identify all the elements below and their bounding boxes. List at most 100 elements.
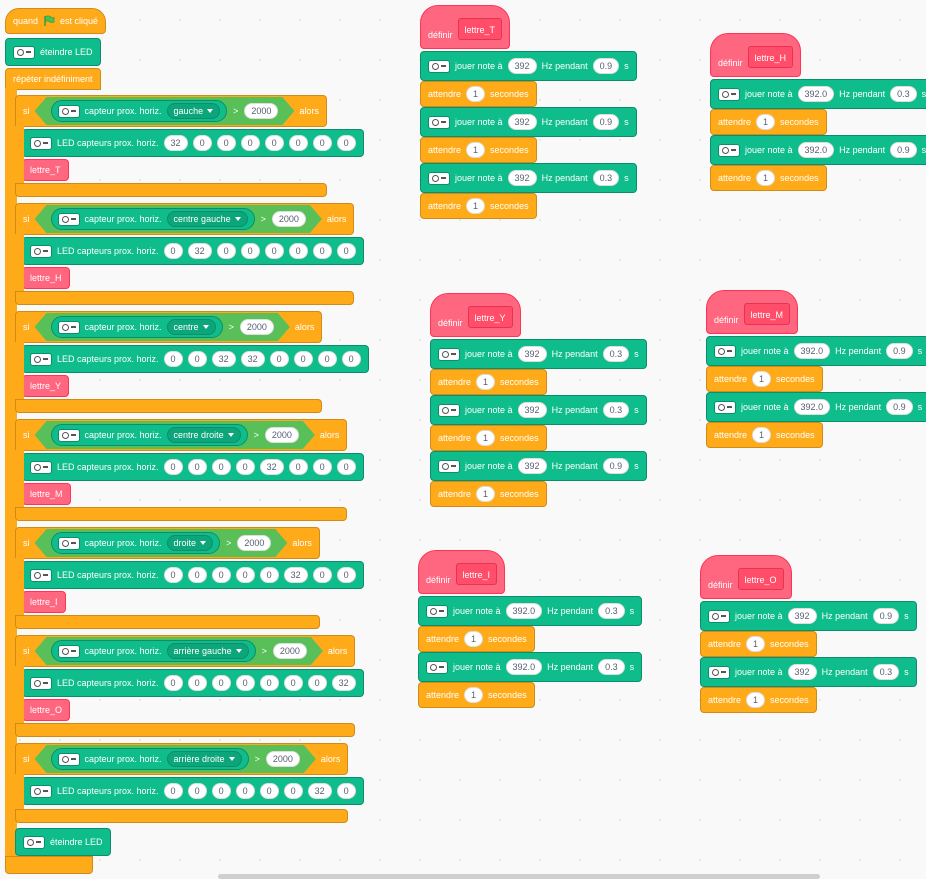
play-note-block[interactable]: jouer note à 392 Hz pendant 0.3 s [420, 163, 637, 193]
input[interactable]: 0 [163, 675, 183, 691]
input[interactable]: 1 [746, 636, 766, 652]
play-note-block[interactable]: jouer note à 392.0 Hz pendant 0.3 s [418, 652, 643, 682]
play-note-block[interactable]: jouer note à 392.0 Hz pendant 0.9 s [706, 336, 926, 366]
wait-block[interactable]: attendre 1 secondes [706, 366, 823, 392]
input[interactable]: 392 [787, 608, 817, 624]
input[interactable]: 0 [264, 135, 284, 151]
forever-bottom[interactable] [5, 856, 93, 874]
procedure-call[interactable]: lettre_M [22, 483, 71, 505]
input[interactable]: 392 [507, 114, 537, 130]
input[interactable]: 0 [240, 135, 260, 151]
dropdown[interactable]: gauche [167, 103, 221, 119]
input[interactable]: 392.0 [793, 343, 831, 359]
input[interactable]: 0 [211, 459, 231, 475]
play-note-block[interactable]: jouer note à 392.0 Hz pendant 0.3 s [418, 596, 643, 626]
input[interactable]: 0 [336, 459, 356, 475]
input[interactable]: 392 [517, 458, 547, 474]
input[interactable]: 1 [466, 198, 486, 214]
input[interactable]: 1 [476, 374, 496, 390]
procedure-call[interactable]: lettre_H [22, 267, 70, 289]
procedure-call[interactable]: lettre_I [22, 591, 66, 613]
input[interactable]: 32 [240, 351, 265, 367]
input[interactable]: 0 [317, 351, 337, 367]
procedure-call[interactable]: lettre_Y [22, 375, 70, 397]
play-note-block[interactable]: jouer note à 392 Hz pendant 0.9 s [430, 451, 647, 481]
define-hat[interactable]: définir lettre_T [420, 5, 511, 49]
input[interactable]: 392.0 [505, 603, 543, 619]
input[interactable]: 1 [476, 430, 496, 446]
input[interactable]: 0.9 [890, 142, 917, 158]
input[interactable]: 392.0 [505, 659, 543, 675]
input[interactable]: 0 [235, 675, 255, 691]
input[interactable]: 0 [211, 567, 231, 583]
input[interactable]: 0 [341, 351, 361, 367]
input[interactable]: 0 [336, 567, 356, 583]
input[interactable]: 1 [464, 631, 484, 647]
wait-block[interactable]: attendre 1 secondes [418, 682, 535, 708]
input[interactable]: 392 [507, 170, 537, 186]
input[interactable]: 0 [187, 351, 207, 367]
if-block[interactable]: si capteur prox. horiz. centre >2000 alors [15, 311, 323, 343]
input[interactable]: 0 [216, 243, 236, 259]
input[interactable]: 0 [307, 675, 327, 691]
input[interactable]: 0 [259, 783, 279, 799]
wait-block[interactable]: attendre 1 secondes [710, 165, 827, 191]
wait-block[interactable]: attendre 1 secondes [430, 425, 547, 451]
led-block[interactable]: LED capteurs prox. horiz. 0 0 0 0 0 32 0 0 [22, 561, 364, 589]
input[interactable]: 0 [163, 351, 183, 367]
input[interactable]: 0 [259, 567, 279, 583]
led-block[interactable]: LED capteurs prox. horiz. 32 0 0 0 0 0 0 0 [22, 129, 364, 157]
input[interactable]: 0 [187, 459, 207, 475]
play-note-block[interactable]: jouer note à 392 Hz pendant 0.3 s [430, 395, 647, 425]
dropdown[interactable]: centre [167, 319, 216, 335]
input[interactable]: 0 [163, 459, 183, 475]
input[interactable]: 0 [283, 783, 303, 799]
play-note-block[interactable]: jouer note à 392.0 Hz pendant 0.3 s [710, 79, 926, 109]
input[interactable]: 1 [476, 486, 496, 502]
input[interactable]: 0.3 [602, 402, 630, 418]
input[interactable]: 2000 [237, 535, 271, 551]
input[interactable]: 392 [517, 402, 547, 418]
input[interactable]: 392.0 [797, 142, 835, 158]
input[interactable]: 1 [752, 427, 772, 443]
input[interactable]: 392 [507, 58, 537, 74]
play-note-block[interactable]: jouer note à 392 Hz pendant 0.9 s [420, 51, 637, 81]
wait-block[interactable]: attendre 1 secondes [420, 81, 537, 107]
input[interactable]: 32 [259, 459, 284, 475]
input[interactable]: 0 [163, 243, 183, 259]
action-block[interactable]: éteindre LED [15, 828, 111, 856]
led-block[interactable]: LED capteurs prox. horiz. 0 0 32 32 0 0 0 0 [22, 345, 369, 373]
input[interactable]: 32 [187, 243, 212, 259]
wait-block[interactable]: attendre 1 secondes [430, 481, 547, 507]
define-hat[interactable]: définir lettre_O [700, 555, 792, 599]
define-hat[interactable]: définir lettre_M [706, 290, 799, 334]
play-note-block[interactable]: jouer note à 392 Hz pendant 0.3 s [700, 657, 917, 687]
input[interactable]: 1 [756, 114, 776, 130]
scrollbar[interactable] [218, 874, 820, 879]
input[interactable]: 0.3 [598, 603, 625, 619]
input[interactable]: 0 [163, 567, 183, 583]
input[interactable]: 0 [288, 135, 308, 151]
procedure-call[interactable]: lettre_O [22, 699, 71, 721]
input[interactable]: 2000 [272, 211, 306, 227]
input[interactable]: 0 [288, 459, 308, 475]
input[interactable]: 392.0 [793, 399, 831, 415]
input[interactable]: 0.9 [592, 58, 620, 74]
input[interactable]: 0 [187, 567, 207, 583]
define-hat[interactable]: définir lettre_I [418, 550, 506, 594]
dropdown[interactable]: droite [167, 535, 214, 551]
led-block[interactable]: LED capteurs prox. horiz. 0 32 0 0 0 0 0 0 [22, 237, 364, 265]
define-hat[interactable]: définir lettre_H [710, 33, 802, 77]
action-block[interactable]: éteindre LED [5, 38, 101, 66]
input[interactable]: 0 [235, 783, 255, 799]
input[interactable]: 0 [312, 459, 332, 475]
if-block[interactable]: si capteur prox. horiz. centre droite >2000… [15, 419, 348, 451]
input[interactable]: 0 [312, 567, 332, 583]
dropdown[interactable]: arrière gauche [167, 643, 249, 659]
play-note-block[interactable]: jouer note à 392.0 Hz pendant 0.9 s [706, 392, 926, 422]
input[interactable]: 392.0 [797, 86, 835, 102]
input[interactable]: 0 [264, 243, 284, 259]
input[interactable]: 1 [756, 170, 776, 186]
input[interactable]: 1 [466, 142, 486, 158]
play-note-block[interactable]: jouer note à 392 Hz pendant 0.9 s [420, 107, 637, 137]
